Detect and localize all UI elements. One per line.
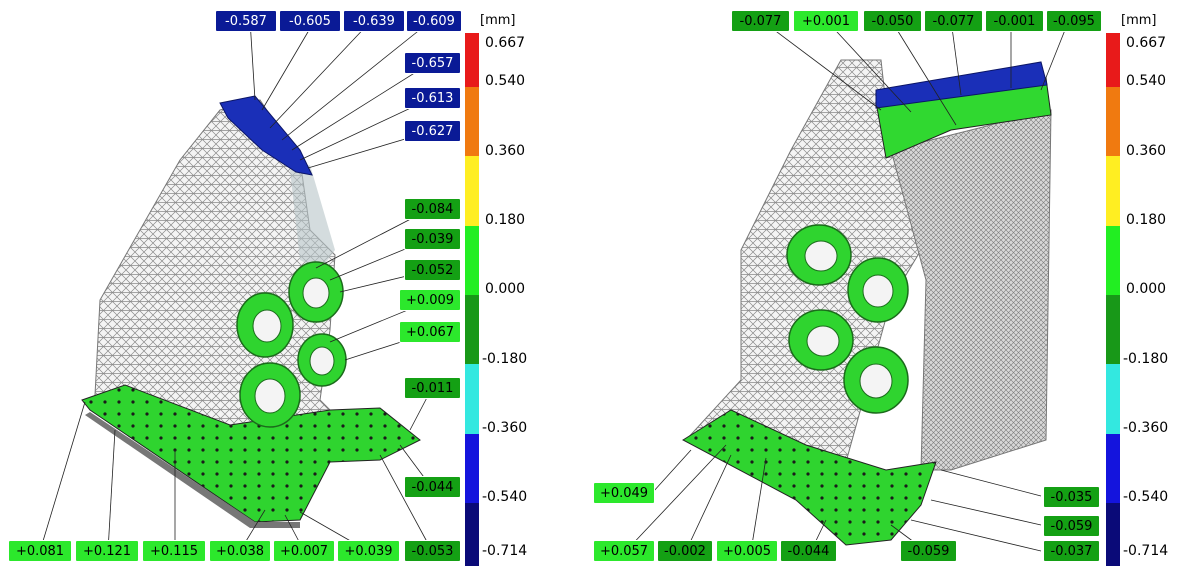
left-blue-top [219, 95, 313, 176]
deviation-label[interactable]: +0.049 [593, 482, 655, 504]
color-scale-bar [465, 33, 479, 566]
scale-tick: 0.000 [1126, 281, 1167, 297]
deviation-label[interactable]: -0.587 [215, 10, 277, 32]
left-view-panel: -0.587 -0.605 -0.639 -0.609 -0.657 -0.61… [0, 0, 591, 566]
deviation-label[interactable]: -0.095 [1046, 10, 1102, 32]
left-part-render [39, 19, 433, 552]
deviation-label[interactable]: +0.005 [716, 540, 778, 562]
deviation-label[interactable]: +0.001 [793, 10, 859, 32]
deviation-label[interactable]: +0.057 [593, 540, 655, 562]
deviation-label[interactable]: -0.605 [279, 10, 341, 32]
scale-unit: [mm] [1121, 13, 1157, 28]
deviation-label[interactable]: +0.039 [337, 540, 400, 562]
deviation-label[interactable]: -0.627 [404, 120, 461, 142]
deviation-label[interactable]: -0.059 [1043, 515, 1100, 537]
scale-tick: -0.180 [1123, 351, 1169, 367]
scale-tick: 0.667 [485, 35, 526, 51]
deviation-label[interactable]: -0.613 [404, 87, 461, 109]
scale-tick: -0.540 [1123, 489, 1169, 505]
deviation-label[interactable]: -0.002 [657, 540, 713, 562]
deviation-label[interactable]: -0.084 [404, 198, 461, 220]
right-part-render [625, 19, 1070, 552]
scale-tick: 0.180 [1126, 212, 1167, 228]
scale-tick: -0.714 [1123, 543, 1169, 559]
right-base-plate [682, 409, 937, 546]
deviation-label[interactable]: +0.115 [142, 540, 206, 562]
scale-tick: 0.000 [485, 281, 526, 297]
deviation-label[interactable]: +0.007 [273, 540, 335, 562]
deviation-label[interactable]: -0.050 [863, 10, 922, 32]
deviation-label[interactable]: +0.121 [75, 540, 139, 562]
deviation-label[interactable]: -0.011 [404, 377, 461, 399]
deviation-label[interactable]: -0.035 [1043, 486, 1100, 508]
deviation-label[interactable]: +0.009 [399, 289, 461, 311]
scale-tick: -0.360 [482, 420, 528, 436]
scale-tick: 0.180 [485, 212, 526, 228]
deviation-label[interactable]: -0.053 [404, 540, 461, 562]
deviation-label[interactable]: -0.077 [924, 10, 983, 32]
scale-tick: -0.360 [1123, 420, 1169, 436]
color-scale-bar [1106, 33, 1120, 566]
scale-tick: 0.540 [485, 73, 526, 89]
scale-tick: -0.180 [482, 351, 528, 367]
deviation-label[interactable]: -0.052 [404, 259, 461, 281]
deviation-label[interactable]: -0.001 [985, 10, 1044, 32]
scale-tick: 0.360 [1126, 143, 1167, 159]
scale-tick: 0.667 [1126, 35, 1167, 51]
scale-tick: 0.360 [485, 143, 526, 159]
deviation-label[interactable]: +0.038 [209, 540, 271, 562]
deviation-label[interactable]: +0.067 [399, 321, 461, 343]
left-base-plate [81, 384, 421, 523]
scale-tick: 0.540 [1126, 73, 1167, 89]
deviation-label[interactable]: -0.044 [404, 476, 461, 498]
deviation-label[interactable]: -0.039 [404, 228, 461, 250]
right-view-panel: -0.077 +0.001 -0.050 -0.077 -0.001 -0.09… [591, 0, 1182, 566]
deviation-label[interactable]: +0.081 [8, 540, 72, 562]
deviation-label[interactable]: -0.657 [404, 52, 461, 74]
deviation-label[interactable]: -0.037 [1043, 540, 1100, 562]
right-blue-top [875, 61, 1048, 109]
deviation-label[interactable]: -0.639 [343, 10, 405, 32]
deviation-label[interactable]: -0.044 [780, 540, 837, 562]
deviation-label[interactable]: -0.077 [731, 10, 790, 32]
deviation-label[interactable]: -0.059 [900, 540, 957, 562]
scale-tick: -0.540 [482, 489, 528, 505]
scale-unit: [mm] [480, 13, 516, 28]
deviation-label[interactable]: -0.609 [406, 10, 462, 32]
scale-tick: -0.714 [482, 543, 528, 559]
